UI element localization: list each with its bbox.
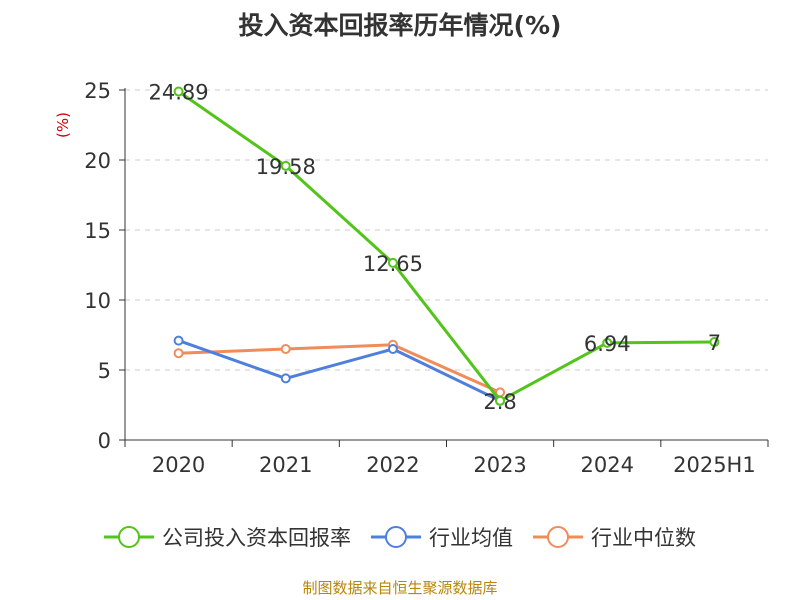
data-label: 19.58 [256,155,316,179]
source-note: 制图数据来自恒生聚源数据库 [302,579,498,597]
legend: 公司投入资本回报率 行业均值 行业中位数 [104,526,696,550]
x-tick-label: 2022 [366,453,419,477]
x-tick-label: 2024 [581,453,634,477]
data-point [387,257,398,268]
legend-swatch-marker [118,526,140,548]
data-point [280,344,291,354]
y-tick-label: 5 [98,359,111,383]
x-tick-label: 2021 [259,453,312,477]
x-tick-label: 2023 [473,453,526,477]
grid-lines [125,89,768,371]
data-label: 7 [708,331,721,355]
axes: 0 5 10 15 20 25 2020 2021 2022 2023 2024 2025H1 [84,79,769,477]
x-tick-label: 2025H1 [673,453,756,477]
data-point [602,337,613,348]
data-label: 2.8 [483,390,516,414]
data-label: 6.94 [584,332,631,356]
legend-label: 行业中位数 [591,526,696,550]
legend-item-0: 公司投入资本回报率 [104,526,351,550]
data-point [709,337,720,347]
series-line-2 [178,343,501,394]
series [173,86,720,406]
data-label: 12.65 [363,252,423,276]
data-point [495,395,506,406]
legend-swatch-marker [547,526,569,548]
data-point [280,373,291,384]
data-label: 24.89 [149,81,209,105]
data-point [173,86,184,97]
y-axis-label: (%) [54,112,72,138]
data-point [173,335,184,346]
series-line-1 [178,339,501,403]
legend-item-2: 行业中位数 [533,526,696,550]
chart-title: 投入资本回报率历年情况(%) [238,11,562,40]
data-labels: 24.89 19.58 12.65 2.8 6.94 7 [149,81,722,414]
data-point [173,348,184,359]
legend-label: 公司投入资本回报率 [162,526,351,550]
legend-label: 行业均值 [429,526,513,550]
series-line-0 [177,90,715,403]
legend-swatch-marker [385,526,407,548]
y-tick-label: 25 [84,79,111,103]
legend-item-1: 行业均值 [371,526,513,550]
y-tick-label: 20 [84,149,111,173]
y-tick-label: 10 [84,289,111,313]
y-tick-label: 15 [84,219,111,243]
data-point [387,344,398,354]
y-tick-label: 0 [98,429,111,453]
x-tick-label: 2020 [152,453,205,477]
data-point [280,160,291,171]
